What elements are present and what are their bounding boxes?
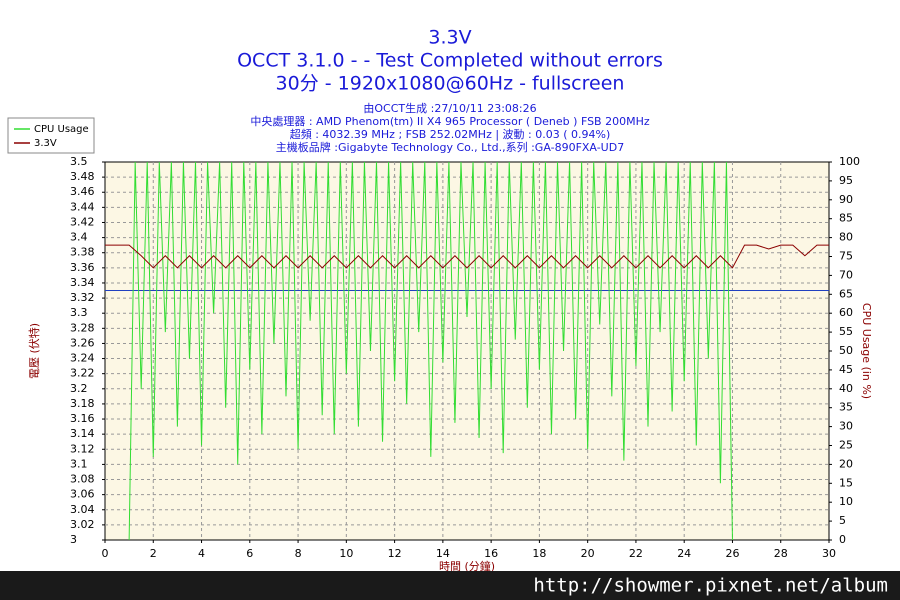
y2-tick-label: 100 xyxy=(839,155,860,168)
x-tick-label: 22 xyxy=(629,547,643,560)
x-tick-label: 14 xyxy=(436,547,450,560)
chart-subtitle: OCCT 3.1.0 - - Test Completed without er… xyxy=(237,50,663,72)
y-tick-label: 3.08 xyxy=(70,473,95,486)
y2-tick-label: 80 xyxy=(839,231,853,244)
y2-tick-label: 20 xyxy=(839,457,853,470)
x-tick-label: 30 xyxy=(822,547,836,560)
y2-tick-label: 15 xyxy=(839,476,853,489)
y2-tick-label: 90 xyxy=(839,193,853,206)
y2-tick-label: 45 xyxy=(839,363,853,376)
y-tick-label: 3.06 xyxy=(70,488,95,501)
y2-tick-label: 55 xyxy=(839,325,853,338)
y-tick-label: 3.34 xyxy=(70,276,95,289)
info-line: 超頻 : 4032.39 MHz ; FSB 252.02MHz | 波動 : … xyxy=(290,127,611,141)
x-tick-label: 2 xyxy=(150,547,157,560)
y2-tick-label: 75 xyxy=(839,250,853,263)
x-tick-label: 18 xyxy=(532,547,546,560)
y-tick-label: 3.02 xyxy=(70,518,95,531)
y-tick-label: 3.16 xyxy=(70,412,95,425)
y2-tick-label: 40 xyxy=(839,382,853,395)
y-tick-label: 3.44 xyxy=(70,200,95,213)
y2-tick-label: 5 xyxy=(839,514,846,527)
x-tick-label: 20 xyxy=(581,547,595,560)
y-tick-label: 3.28 xyxy=(70,321,95,334)
y2-tick-label: 30 xyxy=(839,420,853,433)
legend xyxy=(7,117,95,154)
x-tick-label: 26 xyxy=(725,547,739,560)
info-line: 主機板品牌 :Gigabyte Technology Co., Ltd.,系列 … xyxy=(276,140,624,154)
y-tick-label: 3.48 xyxy=(70,170,95,183)
y-tick-label: 3.46 xyxy=(70,185,95,198)
x-tick-label: 16 xyxy=(484,547,498,560)
series-line xyxy=(105,244,829,269)
y2-tick-label: 50 xyxy=(839,344,853,357)
y-tick-label: 3.32 xyxy=(70,291,95,304)
x-tick-label: 28 xyxy=(774,547,788,560)
x-tick-label: 0 xyxy=(102,547,109,560)
x-tick-label: 4 xyxy=(198,547,205,560)
y2-tick-label: 25 xyxy=(839,439,853,452)
series-line xyxy=(128,161,733,541)
y-tick-label: 3.04 xyxy=(70,503,95,516)
x-tick-label: 8 xyxy=(295,547,302,560)
watermark-bar xyxy=(0,571,900,600)
y-tick-label: 3.4 xyxy=(70,231,88,244)
y-tick-label: 3.22 xyxy=(70,367,95,380)
x-tick-label: 10 xyxy=(339,547,353,560)
y2-tick-label: 70 xyxy=(839,268,853,281)
y2-tick-label: 35 xyxy=(839,401,853,414)
y-axis-label: 電壓 (伏特) xyxy=(27,323,41,379)
x-axis-label: 時間 (分鐘) xyxy=(439,559,495,573)
chart-subtitle: 30分 - 1920x1080@60Hz - fullscreen xyxy=(276,73,625,95)
y-tick-label: 3.3 xyxy=(70,306,88,319)
y-tick-label: 3.42 xyxy=(70,215,95,228)
y-tick-label: 3 xyxy=(70,533,77,546)
y2-tick-label: 85 xyxy=(839,212,853,225)
info-line: 中央處理器 : AMD Phenom(tm) II X4 965 Process… xyxy=(250,114,650,128)
y-tick-label: 3.1 xyxy=(70,457,88,470)
y-tick-label: 3.14 xyxy=(70,427,95,440)
y2-tick-label: 60 xyxy=(839,306,853,319)
legend-label: 3.3V xyxy=(34,138,57,149)
x-tick-label: 24 xyxy=(677,547,691,560)
y-tick-label: 3.18 xyxy=(70,397,95,410)
x-tick-label: 6 xyxy=(246,547,253,560)
watermark: http://showmer.pixnet.net/album xyxy=(533,575,888,597)
y2-axis-label: CPU Usage (in %) xyxy=(860,303,873,399)
y-tick-label: 3.38 xyxy=(70,246,95,259)
y-tick-label: 3.2 xyxy=(70,382,88,395)
y-tick-label: 3.12 xyxy=(70,442,95,455)
y-tick-label: 3.36 xyxy=(70,261,95,274)
chart-title: 3.3V xyxy=(428,27,471,49)
y2-tick-label: 65 xyxy=(839,287,853,300)
y2-tick-label: 10 xyxy=(839,495,853,508)
info-line: 由OCCT生成 :27/10/11 23:08:26 xyxy=(363,101,536,115)
legend-label: CPU Usage xyxy=(34,124,89,135)
y-tick-label: 3.26 xyxy=(70,336,95,349)
y2-tick-label: 95 xyxy=(839,174,853,187)
y-tick-label: 3.24 xyxy=(70,352,95,365)
y2-tick-label: 0 xyxy=(839,533,846,546)
y-tick-label: 3.5 xyxy=(70,155,88,168)
x-tick-label: 12 xyxy=(388,547,402,560)
